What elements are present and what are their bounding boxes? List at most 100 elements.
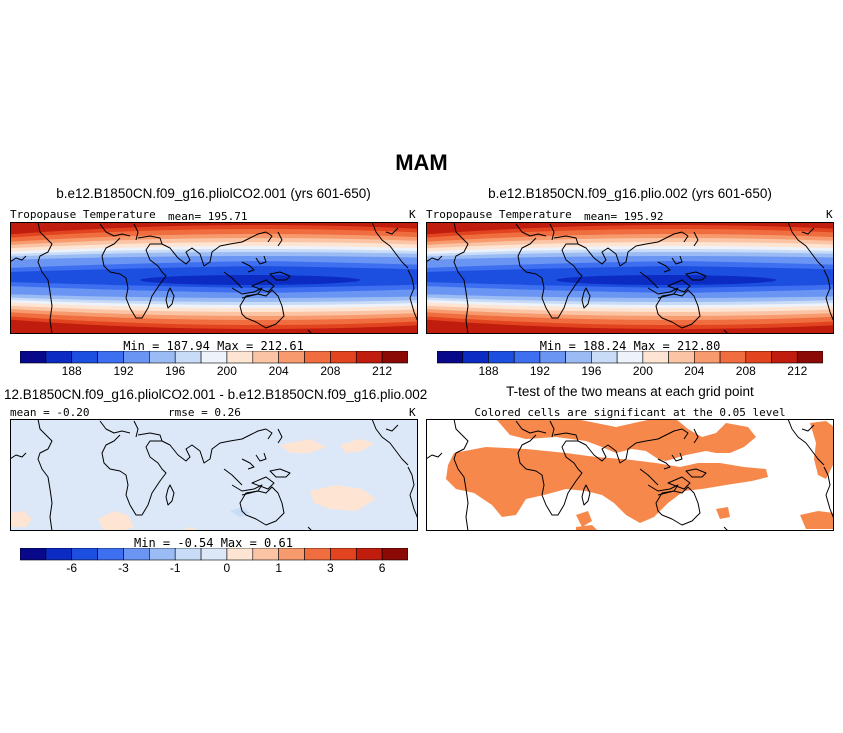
difference-region <box>280 439 326 453</box>
colorbar-tick-label: 188 <box>478 364 498 377</box>
panel4-title: T-test of the two means at each grid poi… <box>506 384 754 399</box>
colorbar-swatch <box>355 351 383 364</box>
colorbar-swatch <box>381 548 408 561</box>
coastline <box>787 222 825 269</box>
panel1-map <box>10 222 418 334</box>
colorbar-swatch <box>123 548 150 561</box>
colorbar-swatch <box>149 548 176 561</box>
coastline <box>137 432 163 442</box>
colorbar-swatch <box>149 351 176 364</box>
coastline <box>223 468 243 486</box>
colorbar-tick-label: 1 <box>275 561 282 574</box>
coastline <box>657 458 671 470</box>
coastline <box>685 468 707 478</box>
panel3-rmse-label: rmse = 0.26 <box>168 406 241 419</box>
colorbar-swatch <box>668 351 695 364</box>
coastline <box>385 227 399 235</box>
colorbar-tick-label: 212 <box>372 364 392 377</box>
colorbar-swatch <box>20 548 47 561</box>
difference-region <box>340 439 374 453</box>
coastline <box>671 255 683 265</box>
colorbar-swatch <box>796 351 823 364</box>
panel3-map <box>10 419 418 531</box>
colorbar-swatch <box>200 351 228 364</box>
significant-region <box>496 419 756 461</box>
colorbar-swatch <box>123 351 150 364</box>
coastline <box>549 223 555 241</box>
coastline <box>37 419 53 531</box>
significant-region <box>576 525 598 531</box>
panel2-map <box>426 222 834 334</box>
coastline <box>241 458 255 470</box>
coastline <box>37 222 53 334</box>
colorbar-swatch <box>330 548 357 561</box>
coastline <box>133 420 139 438</box>
colorbar-swatch <box>462 351 489 364</box>
colorbar-swatch <box>771 351 798 364</box>
difference-region <box>98 511 134 531</box>
coastline <box>407 466 418 520</box>
coastline <box>657 261 671 273</box>
coastline-group <box>10 419 418 531</box>
coastline <box>823 269 834 323</box>
coastline <box>101 231 267 319</box>
colorbar-swatch <box>97 548 124 561</box>
coastline <box>515 420 547 434</box>
colorbar-swatch <box>437 351 464 364</box>
coastline <box>517 231 683 319</box>
panel3-minmax: Min = -0.54 Max = 0.61 <box>134 536 293 550</box>
coastline <box>407 269 418 323</box>
coastline <box>239 289 285 329</box>
coastline <box>655 486 701 526</box>
panel2-units-label: K <box>826 208 833 221</box>
coastline <box>239 486 285 526</box>
coastline <box>517 428 683 516</box>
coastline <box>426 452 443 460</box>
coastline-group <box>10 222 418 334</box>
colorbar-tick-label: 196 <box>581 364 601 377</box>
coastline <box>251 476 275 490</box>
coastline <box>801 227 815 235</box>
colorbar-tick-label: 208 <box>736 364 756 377</box>
colorbar-swatch <box>565 351 592 364</box>
significant-region <box>800 511 834 529</box>
coastline <box>241 261 255 273</box>
coastline <box>269 468 291 478</box>
difference-region <box>310 485 376 511</box>
panel3-mean-label: mean = -0.20 <box>10 406 90 419</box>
coastline <box>255 452 267 462</box>
colorbar-tick-label: 208 <box>320 364 340 377</box>
coastline <box>165 287 175 309</box>
panel1-mean-label: mean= 195.71 <box>168 210 248 223</box>
colorbar-swatch <box>488 351 515 364</box>
colorbar-tick-label: 3 <box>327 561 334 574</box>
colorbar-swatch <box>45 548 73 561</box>
map-frame <box>10 419 418 531</box>
colorbar-swatch <box>616 351 644 364</box>
colorbar-swatch <box>694 351 721 364</box>
panel1-minmax: Min = 187.94 Max = 212.61 <box>123 339 304 353</box>
panel3-units-label: K <box>409 406 416 419</box>
colorbar-tick-label: 196 <box>165 364 185 377</box>
colorbar-swatch <box>200 548 228 561</box>
coastline <box>801 424 815 432</box>
colorbar-swatch <box>278 351 305 364</box>
colorbar-tick-label: 200 <box>217 364 237 377</box>
colorbar-swatch <box>252 548 279 561</box>
colorbar-tick-label: 0 <box>224 561 231 574</box>
colorbar-swatch <box>20 351 47 364</box>
colorbar-swatch <box>591 351 618 364</box>
panel4-subtitle: Colored cells are significant at the 0.0… <box>474 406 786 419</box>
coastline <box>639 468 659 486</box>
colorbar-tick-label: 204 <box>269 364 289 377</box>
colorbar-swatch <box>226 548 254 561</box>
coastline <box>265 428 273 440</box>
panel2-title: b.e12.B1850CN.f09_g16.plio.002 (yrs 601-… <box>488 186 772 201</box>
colorbar-swatch <box>71 351 98 364</box>
map-frame <box>426 222 834 334</box>
coastline <box>553 235 579 245</box>
difference-region <box>10 511 32 527</box>
coastline <box>251 279 275 293</box>
colorbar-swatch <box>539 351 566 364</box>
colorbar-swatch <box>330 351 357 364</box>
